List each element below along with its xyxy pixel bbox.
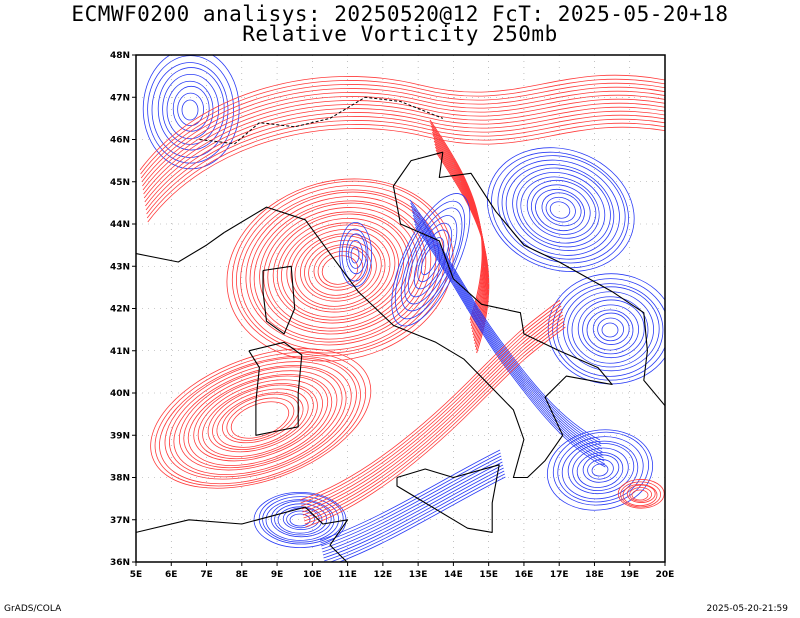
lat-tick-label: 42N bbox=[110, 305, 130, 315]
lon-tick-label: 6E bbox=[165, 570, 177, 580]
footer-timestamp: 2025-05-20-21:59 bbox=[706, 604, 789, 614]
negative-vorticity-corsica bbox=[339, 221, 373, 287]
lon-tick-label: 14E bbox=[444, 570, 463, 580]
negative-vorticity-sicily-band bbox=[319, 449, 506, 562]
lon-tick-label: 15E bbox=[479, 570, 498, 580]
lat-tick-label: 41N bbox=[110, 347, 130, 357]
alpine-border bbox=[199, 96, 444, 145]
lat-tick-label: 45N bbox=[110, 178, 130, 188]
lon-tick-label: 7E bbox=[200, 570, 212, 580]
lat-tick-label: 38N bbox=[110, 474, 130, 484]
lat-tick-label: 37N bbox=[110, 516, 130, 526]
axis-ticks: 5E 6E 7E 8E 9E 10E 11E 12E 13E 14E 15E 16E 17E 18E 19E… bbox=[110, 51, 674, 580]
lon-tick-label: 20E bbox=[656, 570, 675, 580]
lat-tick-label: 43N bbox=[110, 262, 130, 272]
positive-vorticity-jet-north bbox=[139, 74, 665, 223]
negative-vorticity-southeast bbox=[547, 273, 665, 385]
lon-tick-label: 11E bbox=[338, 570, 357, 580]
lon-tick-label: 5E bbox=[130, 570, 142, 580]
north-africa-coast bbox=[136, 506, 349, 562]
italy-mainland-coast bbox=[223, 151, 613, 479]
lon-tick-label: 16E bbox=[515, 570, 534, 580]
lat-tick-label: 47N bbox=[110, 93, 130, 103]
lat-tick-label: 39N bbox=[110, 431, 130, 441]
sicily-coast bbox=[396, 464, 500, 533]
balkan-coast bbox=[438, 152, 665, 407]
lon-tick-label: 18E bbox=[585, 570, 604, 580]
lat-tick-label: 40N bbox=[110, 389, 130, 399]
negative-vorticity-central-italy bbox=[391, 193, 471, 327]
lon-tick-label: 19E bbox=[620, 570, 639, 580]
positive-vorticity-greece bbox=[617, 479, 665, 509]
vorticity-contours bbox=[139, 55, 665, 562]
lon-tick-label: 8E bbox=[236, 570, 248, 580]
coastlines bbox=[136, 96, 665, 562]
sardinia-coast bbox=[248, 341, 303, 436]
corsica-coast bbox=[262, 265, 296, 335]
lat-tick-label: 44N bbox=[110, 220, 130, 230]
lon-tick-label: 13E bbox=[409, 570, 428, 580]
lon-tick-label: 9E bbox=[271, 570, 283, 580]
lon-tick-label: 17E bbox=[550, 570, 569, 580]
france-spain-coast bbox=[136, 232, 225, 263]
positive-vorticity-jet-east bbox=[429, 119, 490, 354]
lon-tick-label: 10E bbox=[303, 570, 322, 580]
lat-tick-label: 48N bbox=[110, 51, 130, 61]
map-subtitle: Relative Vorticity 250mb bbox=[242, 22, 558, 46]
positive-vorticity-west-arc bbox=[150, 348, 372, 489]
negative-vorticity-east bbox=[486, 147, 635, 272]
map-title: ECMWF0200 analisys: 20250520@12 FcT: 202… bbox=[71, 2, 729, 26]
lon-tick-label: 12E bbox=[374, 570, 393, 580]
footer-software: GrADS/COLA bbox=[4, 604, 62, 614]
lat-tick-label: 36N bbox=[110, 558, 130, 568]
lat-tick-label: 46N bbox=[110, 136, 130, 146]
